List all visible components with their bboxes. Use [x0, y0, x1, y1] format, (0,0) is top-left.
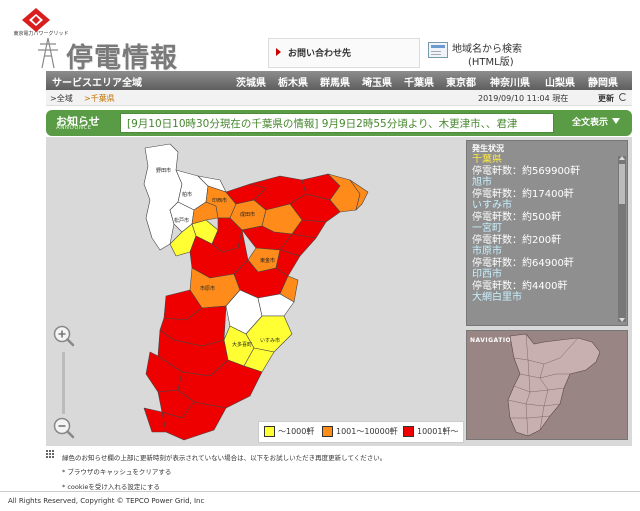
breadcrumb-all[interactable]: >全域 [50, 94, 73, 103]
zoom-in-icon[interactable] [52, 324, 76, 348]
contact-label[interactable]: お問い合わせ先 [288, 49, 352, 59]
legend-label-low: 〜1000軒 [278, 427, 315, 436]
map-label-ichihara: 市原市 [200, 285, 215, 292]
nav-pref-tochigi[interactable]: 栃木県 [278, 78, 308, 89]
status-area-4[interactable]: 市原市 [472, 246, 502, 257]
map-region-choshi-tip[interactable] [349, 179, 369, 211]
contact-button[interactable] [268, 38, 420, 68]
status-scrollbar[interactable] [618, 156, 626, 322]
map-region-tateyama[interactable] [143, 407, 167, 433]
announcement-text: [9月10日10時30分現在の千葉県の情報] 9月9日2時55分頃より、木更津市… [127, 118, 518, 130]
map-label-isumi: いすみ市 [260, 337, 280, 344]
navigation-title: NAVIGATION [470, 337, 517, 344]
status-list[interactable]: 千葉県 停電軒数：約569900軒 旭市 停電軒数：約17400軒 いすみ市 停… [472, 154, 616, 322]
logo-text: 東京電力パワーグリッド [13, 31, 69, 37]
status-count-3: 停電軒数：約200軒 [472, 234, 562, 246]
nav-pref-chiba[interactable]: 千葉県 [404, 78, 434, 89]
map-label-narita: 成田市 [240, 211, 255, 218]
status-area-3[interactable]: 一宮町 [472, 223, 502, 234]
show-all-button[interactable]: 全文表示 [572, 118, 609, 128]
html-version-link[interactable]: (HTML版) [468, 57, 514, 68]
legend-swatch-red [403, 426, 414, 437]
nav-pref-tokyo[interactable]: 東京都 [446, 78, 476, 89]
note-update-hint: 緑色のお知らせ欄の上部に更新時刻が表示されていない場合は、以下をお試しいただき再… [62, 454, 387, 462]
status-title: 発生状況 [472, 144, 504, 153]
legend-label-mid: 1001〜10000軒 [336, 427, 398, 436]
html-version-icon[interactable] [428, 42, 448, 58]
grid-dots-icon [46, 450, 54, 458]
page-title: 停電情報 [66, 43, 178, 74]
prefecture-nav-bar [46, 71, 632, 90]
status-count-1: 停電軒数：約17400軒 [472, 188, 574, 200]
map-label-inzai: 印西市 [212, 197, 227, 204]
triangle-down-icon[interactable] [612, 118, 620, 124]
refresh-icon[interactable] [619, 93, 627, 101]
nav-pref-saitama[interactable]: 埼玉県 [362, 78, 392, 89]
announcement-sublabel: ANNOUNCE [56, 125, 92, 131]
power-tower-icon [38, 37, 58, 69]
status-count-2: 停電軒数：約500軒 [472, 211, 562, 223]
legend-swatch-yellow [264, 426, 275, 437]
map-region-minamiboso[interactable] [161, 401, 227, 441]
breadcrumb [46, 90, 632, 106]
map-region-kamogawa[interactable] [177, 359, 263, 409]
zoom-out-icon[interactable] [52, 416, 76, 440]
note-accept-cookie: * cookieを受け入れる設定にする [62, 483, 160, 491]
outage-status-panel [466, 140, 628, 326]
announcement-label: お知らせ [56, 115, 100, 128]
note-clear-cache: * ブラウザのキャッシュをクリアする [62, 468, 172, 476]
nav-pref-ibaraki[interactable]: 茨城県 [236, 78, 266, 89]
nav-pref-shizuoka[interactable]: 静岡県 [588, 78, 618, 89]
map-label-noda: 野田市 [156, 167, 171, 174]
scroll-thumb[interactable] [619, 164, 625, 204]
map-label-togane: 東金市 [260, 257, 275, 264]
status-area-2[interactable]: いすみ市 [472, 200, 512, 211]
nav-pref-yamanashi[interactable]: 山梨県 [545, 78, 575, 89]
status-area-6[interactable]: 大網白里市 [472, 292, 522, 303]
nav-pref-gunma[interactable]: 群馬県 [320, 78, 350, 89]
status-count-5: 停電軒数：約4400軒 [472, 280, 568, 292]
map-region-chosei[interactable] [257, 293, 295, 317]
navigation-minimap[interactable] [500, 330, 628, 440]
html-search-link[interactable]: 地域名から検索 [452, 44, 522, 55]
refresh-button[interactable]: 更新 [598, 94, 614, 103]
scroll-up-icon[interactable] [619, 156, 625, 160]
chiba-outage-map[interactable]: 野田市 柏市 松戸市 印西市 成田市 東金市 市原市 大多喜町 いすみ市 [130, 140, 460, 445]
legend-label-high: 10001軒〜 [417, 427, 459, 436]
map-label-otaki: 大多喜町 [232, 341, 252, 348]
footer-divider [0, 491, 640, 492]
map-label-kashiwa: 柏市 [182, 191, 192, 198]
zoom-slider[interactable] [62, 352, 65, 414]
update-timestamp: 2019/09/10 11:04 現在 [478, 94, 569, 103]
status-count-0: 停電軒数：約569900軒 [472, 165, 581, 177]
legend-swatch-orange [322, 426, 333, 437]
breadcrumb-current: >千葉県 [84, 94, 115, 103]
tepco-logo-icon [22, 8, 50, 32]
scroll-down-icon[interactable] [619, 318, 625, 322]
status-count-4: 停電軒数：約64900軒 [472, 257, 574, 269]
status-area-0[interactable]: 千葉県 [472, 154, 502, 165]
announcement-text-box [120, 113, 554, 133]
status-area-1[interactable]: 旭市 [472, 177, 492, 188]
map-region-noda[interactable] [143, 143, 183, 251]
map-label-matsudo: 松戸市 [174, 217, 189, 224]
nav-pref-kanagawa[interactable]: 神奈川県 [490, 78, 530, 89]
copyright: All Rights Reserved, Copyright © TEPCO P… [8, 497, 205, 505]
nav-service-area[interactable]: サービスエリア全域 [52, 78, 142, 89]
status-area-5[interactable]: 印西市 [472, 269, 502, 280]
arrow-right-icon [276, 48, 281, 56]
